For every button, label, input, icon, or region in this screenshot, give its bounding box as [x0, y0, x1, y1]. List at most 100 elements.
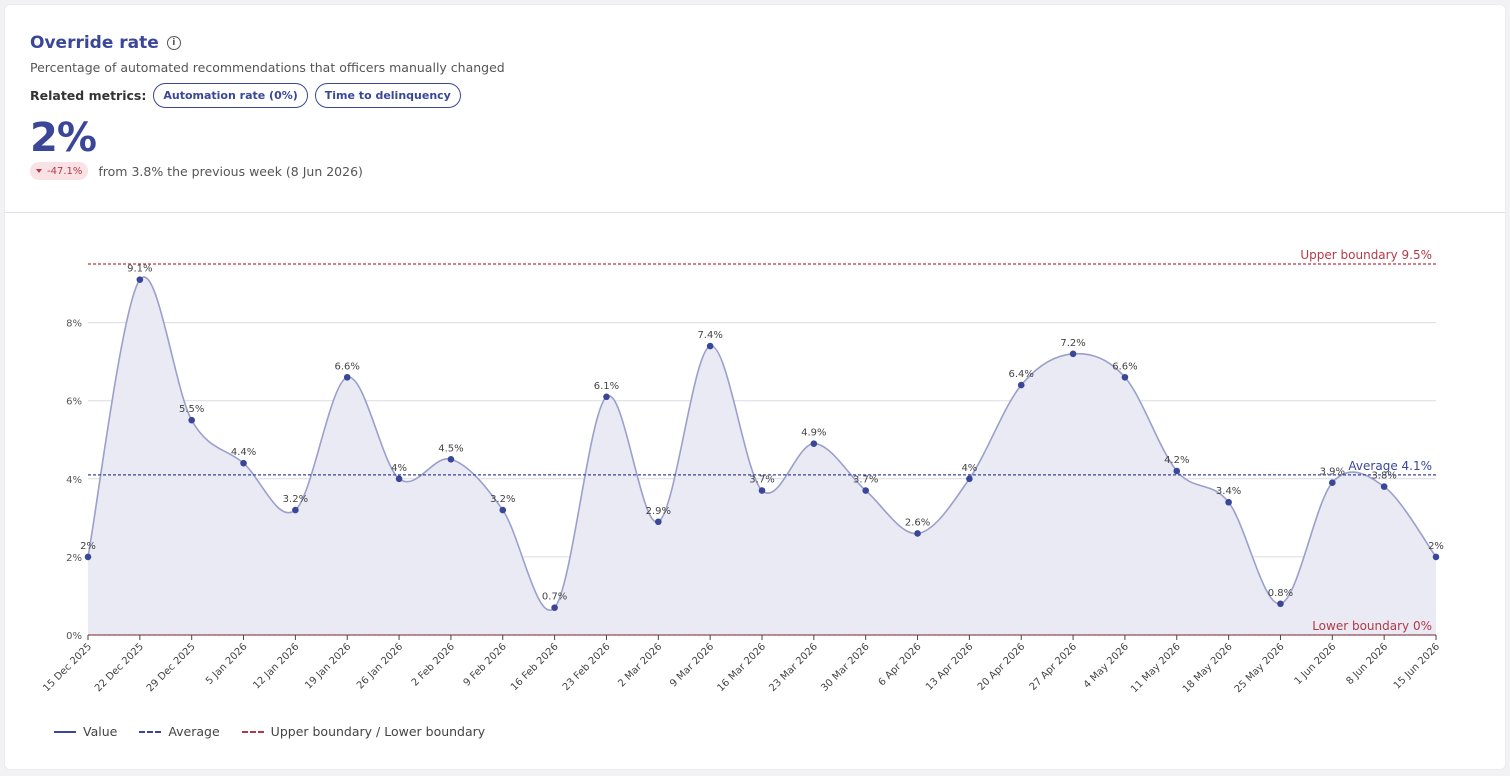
x-tick-label: 29 Dec 2025 [145, 641, 198, 694]
x-tick-label: 11 May 2026 [1129, 641, 1183, 695]
change-badge-value: -47.1% [47, 165, 83, 177]
data-point [810, 440, 818, 447]
x-tick-label: 19 Jan 2026 [303, 641, 353, 691]
y-tick-label: 6% [66, 397, 82, 408]
data-label: 2.6% [905, 517, 930, 528]
data-label: 5.5% [179, 404, 204, 415]
data-point [1380, 483, 1388, 490]
legend-item-average[interactable]: Average [139, 724, 220, 739]
x-tick-label: 9 Mar 2026 [668, 641, 716, 689]
metric-subtitle: Percentage of automated recommendations … [30, 60, 505, 75]
legend-bounds-label: Upper boundary / Lower boundary [270, 724, 486, 739]
x-tick-label: 15 Jun 2026 [1392, 641, 1442, 691]
divider [5, 212, 1505, 213]
upper-boundary-label: Upper boundary 9.5% [1300, 248, 1432, 262]
data-point [447, 455, 455, 463]
metric-header: Override rate i Percentage of automated … [30, 31, 1480, 180]
x-tick-label: 18 May 2026 [1181, 641, 1235, 695]
related-metric-time-to-delinquency[interactable]: Time to delinquency [314, 83, 461, 108]
x-tick-label: 15 Dec 2025 [41, 641, 94, 694]
x-tick-label: 2 Feb 2026 [410, 641, 457, 688]
data-point [1432, 553, 1440, 561]
value-area [88, 277, 1436, 635]
x-tick-label: 25 May 2026 [1233, 641, 1287, 695]
data-label: 6.6% [335, 361, 360, 372]
legend-value-swatch [54, 730, 76, 733]
data-point [188, 416, 195, 424]
x-tick-label: 30 Mar 2026 [819, 641, 872, 694]
legend-bounds-swatch [241, 730, 264, 733]
data-label: 4.4% [231, 447, 256, 458]
related-metrics-label: Related metrics: [30, 88, 147, 103]
data-point [862, 487, 869, 494]
data-point [343, 373, 351, 381]
info-icon[interactable]: i [166, 36, 181, 50]
data-label: 3.2% [490, 494, 515, 505]
data-point [1277, 600, 1284, 608]
data-point [84, 553, 92, 561]
lower-boundary-label: Lower boundary 0% [1312, 619, 1432, 633]
x-tick-label: 23 Feb 2026 [561, 641, 613, 693]
x-tick-label: 2 Mar 2026 [616, 641, 664, 689]
chart-legend: Value Average Upper boundary / Lower bou… [54, 724, 485, 739]
data-point [655, 518, 662, 526]
x-tick-label: 16 Feb 2026 [509, 641, 561, 693]
data-point [1017, 381, 1025, 389]
data-label: 3.4% [1216, 486, 1241, 497]
data-label: 6.1% [594, 381, 619, 392]
change-row: -47.1% from 3.8% the previous week (8 Ju… [30, 162, 1480, 180]
data-point [292, 506, 299, 514]
data-label: 6.4% [1009, 369, 1034, 380]
data-point [1173, 467, 1181, 475]
kpi-value: 2% [30, 115, 97, 161]
data-point [1069, 350, 1077, 358]
data-label: 2% [80, 541, 96, 552]
x-tick-label: 16 Mar 2026 [716, 641, 769, 694]
legend-item-value[interactable]: Value [54, 724, 117, 739]
x-tick-label: 23 Mar 2026 [767, 641, 820, 694]
data-point [499, 506, 507, 514]
data-point [240, 459, 247, 467]
metric-title: Override rate [30, 33, 159, 53]
change-badge: -47.1% [30, 162, 89, 180]
data-point [706, 342, 714, 350]
data-point [1225, 498, 1232, 506]
trend-down-icon [36, 169, 42, 173]
average-label: Average 4.1% [1348, 459, 1432, 473]
legend-item-bounds[interactable]: Upper boundary / Lower boundary [241, 724, 486, 739]
legend-average-label: Average [168, 724, 220, 739]
x-tick-label: 13 Apr 2026 [924, 641, 976, 693]
y-tick-label: 4% [66, 475, 82, 486]
data-point [395, 475, 403, 483]
legend-value-label: Value [83, 724, 118, 739]
x-tick-label: 26 Jan 2026 [355, 641, 405, 691]
data-point [136, 276, 144, 283]
data-label: 4% [391, 463, 407, 474]
data-point [914, 530, 921, 537]
data-point [1329, 479, 1336, 487]
data-label: 3.9% [1320, 467, 1345, 478]
data-label: 4.9% [801, 428, 826, 439]
data-label: 6.6% [1112, 361, 1137, 372]
related-metric-automation-rate[interactable]: Automation rate (0%) [153, 83, 308, 108]
data-label: 4.2% [1164, 455, 1189, 466]
data-label: 3.7% [853, 475, 878, 486]
data-label: 7.2% [1060, 338, 1085, 349]
data-label: 3.2% [283, 494, 308, 505]
data-label: 2% [1428, 541, 1444, 552]
metric-card: Override rate i Percentage of automated … [4, 4, 1506, 770]
data-label: 3.7% [749, 475, 774, 486]
data-label: 9.1% [127, 264, 152, 275]
data-label: 4.5% [438, 443, 463, 454]
x-tick-label: 9 Feb 2026 [462, 641, 509, 688]
x-tick-label: 22 Dec 2025 [93, 641, 146, 694]
y-tick-label: 0% [66, 631, 82, 642]
data-point [966, 475, 973, 483]
y-tick-label: 8% [66, 319, 82, 330]
x-tick-label: 12 Jan 2026 [251, 641, 301, 691]
x-tick-label: 20 Apr 2026 [976, 641, 1028, 693]
x-tick-label: 4 May 2026 [1082, 641, 1131, 690]
data-label: 2.9% [646, 506, 671, 517]
y-tick-label: 2% [66, 553, 82, 564]
